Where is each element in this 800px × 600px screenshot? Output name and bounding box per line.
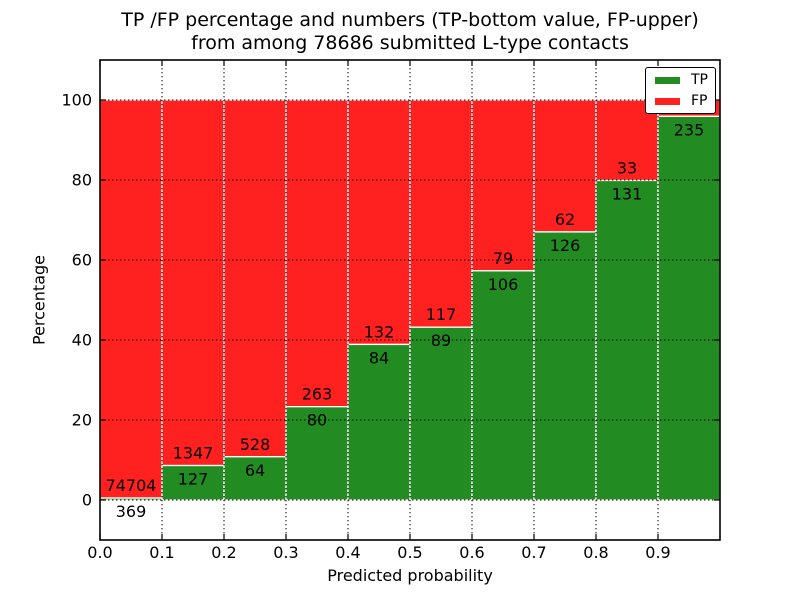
fp-bar-segment — [409, 99, 473, 328]
fp-bar-segment — [347, 99, 411, 346]
legend-swatch-tp-icon — [655, 76, 680, 84]
y-tick-label: 80 — [72, 171, 92, 190]
tp-bar-segment — [161, 464, 225, 501]
tp-value-label: 89 — [431, 331, 451, 350]
tp-bar-segment — [471, 270, 535, 501]
tp-value-label: 369 — [116, 502, 147, 521]
tp-value-label: 84 — [369, 348, 389, 367]
tp-value-label: 106 — [488, 275, 519, 294]
tp-value-label: 131 — [612, 184, 643, 203]
chart-title-line2: from among 78686 submitted L-type contac… — [191, 32, 629, 54]
fp-bar-segment — [99, 99, 163, 499]
fp-value-label: 132 — [364, 322, 395, 341]
tp-value-label: 64 — [245, 461, 265, 480]
x-tick-label: 0.1 — [149, 543, 174, 562]
fp-value-label: 33 — [617, 158, 637, 177]
x-tick-label: 0.6 — [459, 543, 484, 562]
tp-bar-segment — [285, 406, 349, 501]
fp-bar-segment — [161, 99, 225, 467]
tp-value-label: 126 — [550, 236, 581, 255]
tp-bar-segment — [223, 456, 287, 501]
tp-bar-segment — [657, 115, 721, 501]
fp-bar-segment — [471, 99, 535, 272]
y-tick-label: 0 — [82, 491, 92, 510]
x-tick-label: 0.8 — [583, 543, 608, 562]
fp-bar-segment — [285, 99, 349, 408]
x-axis-label: Predicted probability — [327, 566, 493, 585]
fp-value-label: 1347 — [173, 444, 214, 463]
tp-bar-segment — [347, 343, 411, 501]
y-tick-label: 100 — [61, 91, 92, 110]
x-tick-label: 0.0 — [87, 543, 112, 562]
chart-title: TP /FP percentage and numbers (TP-bottom… — [100, 9, 720, 55]
x-tick-label: 0.4 — [335, 543, 360, 562]
fp-value-label: 74704 — [106, 476, 157, 495]
legend-item-fp: FP — [655, 94, 715, 108]
fp-value-label: 79 — [493, 249, 513, 268]
y-tick-label: 40 — [72, 331, 92, 350]
fp-value-label: 528 — [240, 435, 271, 454]
tp-value-label: 235 — [674, 120, 705, 139]
fp-value-label: 117 — [426, 305, 457, 324]
fp-value-label: 263 — [302, 385, 333, 404]
legend-label-tp: TP — [691, 72, 708, 88]
x-tick-label: 0.7 — [521, 543, 546, 562]
tp-bar-segment — [595, 179, 659, 501]
x-tick-label: 0.3 — [273, 543, 298, 562]
fp-value-label: 62 — [555, 210, 575, 229]
y-tick-label: 20 — [72, 411, 92, 430]
y-tick-label: 60 — [72, 251, 92, 270]
tp-value-label: 127 — [178, 470, 209, 489]
legend-swatch-fp-icon — [655, 97, 680, 105]
legend-label-fp: FP — [691, 93, 708, 109]
fp-bar-segment — [223, 99, 287, 458]
tp-bar-segment — [533, 231, 597, 501]
tp-value-label: 80 — [307, 411, 327, 430]
chart-title-line1: TP /FP percentage and numbers (TP-bottom… — [121, 9, 699, 31]
legend-item-tp: TP — [655, 73, 715, 87]
x-tick-label: 0.2 — [211, 543, 236, 562]
legend: TP FP — [645, 67, 716, 114]
tp-bar-segment — [409, 326, 473, 501]
x-tick-label: 0.9 — [645, 543, 670, 562]
x-tick-label: 0.5 — [397, 543, 422, 562]
